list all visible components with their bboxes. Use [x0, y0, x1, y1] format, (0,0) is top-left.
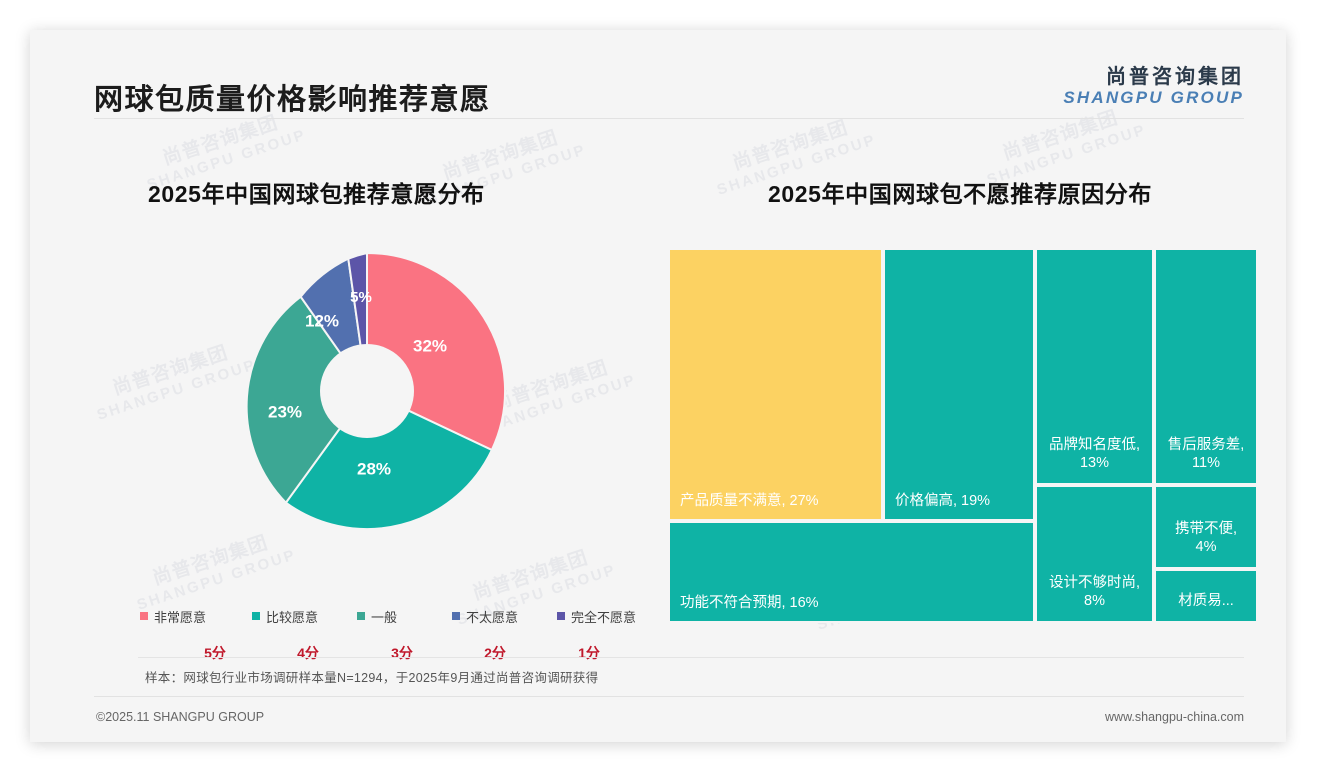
score-label-1: 4分 — [297, 645, 319, 661]
legend-label-3: 不太愿意 — [466, 609, 519, 625]
reasons-treemap-chart: 产品质量不满意, 27% 价格偏高, 19% 功能不符合预期, 16% 品牌知名… — [668, 248, 1258, 623]
legend-item-0[interactable]: 非常愿意 — [140, 607, 252, 626]
donut-value-label-4: 5% — [350, 289, 372, 306]
treemap-cell-6[interactable]: 携带不便, 4% — [1154, 485, 1258, 569]
page-title: 网球包质量价格影响推荐意愿 — [94, 84, 491, 116]
score-label-4: 1分 — [578, 645, 600, 661]
score-label-3: 2分 — [484, 645, 506, 661]
recommendation-donut-chart: 32% 28% 23% 12% 5% — [222, 246, 512, 536]
treemap-label-3: 品牌知名度低, 13% — [1048, 436, 1141, 472]
donut-slice-1[interactable] — [284, 389, 494, 531]
legend-item-3[interactable]: 不太愿意 — [452, 607, 557, 626]
legend-label-4: 完全不愿意 — [571, 609, 637, 625]
slide-footer: ©2025.11 SHANGPU GROUP www.shangpu-china… — [30, 696, 1286, 742]
treemap-cell-2[interactable]: 功能不符合预期, 16% — [668, 521, 1035, 623]
brand-logo: 尚普咨询集团 SHANGPU GROUP — [1063, 66, 1244, 108]
legend-swatch-icon — [252, 612, 260, 620]
donut-slice-2[interactable] — [245, 295, 369, 505]
slide-canvas: 尚普咨询集团 SHANGPU GROUP 尚普咨询集团 SHANGPU GROU… — [30, 30, 1286, 742]
donut-svg: 32% 28% 23% 12% 5% — [245, 251, 507, 531]
treemap-label-6: 携带不便, 4% — [1174, 520, 1238, 556]
legend-swatch-icon — [357, 612, 365, 620]
left-chart-title: 2025年中国网球包推荐意愿分布 — [148, 181, 485, 207]
treemap-cell-5[interactable]: 设计不够时尚, 8% — [1035, 485, 1154, 623]
treemap-cell-4[interactable]: 售后服务差, 11% — [1154, 248, 1258, 485]
donut-legend: 非常愿意 比较愿意 一般 不太愿意 完全不愿意 — [140, 603, 660, 629]
treemap-label-1: 价格偏高, 19% — [895, 493, 991, 510]
treemap-label-7: 材质易... — [1178, 593, 1234, 610]
score-row: 5分 4分 3分 2分 1分 — [140, 643, 660, 667]
treemap-cell-0[interactable]: 产品质量不满意, 27% — [668, 248, 883, 521]
slide-header: 网球包质量价格影响推荐意愿 尚普咨询集团 SHANGPU GROUP — [30, 30, 1286, 119]
legend-label-2: 一般 — [371, 609, 398, 625]
score-label-2: 3分 — [391, 645, 413, 661]
score-label-0: 5分 — [204, 645, 226, 661]
treemap-label-5: 设计不够时尚, 8% — [1048, 574, 1141, 610]
legend-swatch-icon — [557, 612, 565, 620]
logo-text-en: SHANGPU GROUP — [1063, 88, 1244, 107]
logo-text-cn: 尚普咨询集团 — [1106, 66, 1244, 88]
footer-divider — [94, 696, 1244, 697]
treemap-cell-7[interactable]: 材质易... — [1154, 569, 1258, 623]
legend-item-4[interactable]: 完全不愿意 — [557, 607, 636, 626]
sample-note: 样本：网球包行业市场调研样本量N=1294，于2025年9月通过尚普咨询调研获得 — [145, 671, 599, 685]
donut-value-label-3: 12% — [305, 311, 339, 330]
treemap-label-2: 功能不符合预期, 16% — [680, 595, 819, 612]
legend-item-1[interactable]: 比较愿意 — [252, 607, 357, 626]
slide-body: 2025年中国网球包推荐意愿分布 2025年中国网球包不愿推荐原因分布 32% … — [30, 118, 1286, 684]
donut-value-label-0: 32% — [413, 336, 447, 355]
header-divider — [94, 118, 1244, 119]
legend-label-1: 比较愿意 — [266, 609, 319, 625]
treemap-label-4: 售后服务差, 11% — [1167, 436, 1245, 472]
donut-value-label-2: 23% — [268, 402, 302, 421]
treemap-cell-1[interactable]: 价格偏高, 19% — [883, 248, 1035, 521]
legend-swatch-icon — [452, 612, 460, 620]
treemap-label-0: 产品质量不满意, 27% — [680, 493, 819, 510]
legend-swatch-icon — [140, 612, 148, 620]
legend-item-2[interactable]: 一般 — [357, 607, 452, 626]
footer-website[interactable]: www.shangpu-china.com — [1105, 710, 1244, 724]
treemap-cell-3[interactable]: 品牌知名度低, 13% — [1035, 248, 1154, 485]
right-chart-title: 2025年中国网球包不愿推荐原因分布 — [768, 181, 1152, 207]
footer-copyright: ©2025.11 SHANGPU GROUP — [96, 710, 265, 724]
donut-hole — [320, 344, 414, 438]
note-divider — [138, 657, 1244, 658]
donut-value-label-1: 28% — [357, 459, 391, 478]
legend-label-0: 非常愿意 — [154, 609, 207, 625]
